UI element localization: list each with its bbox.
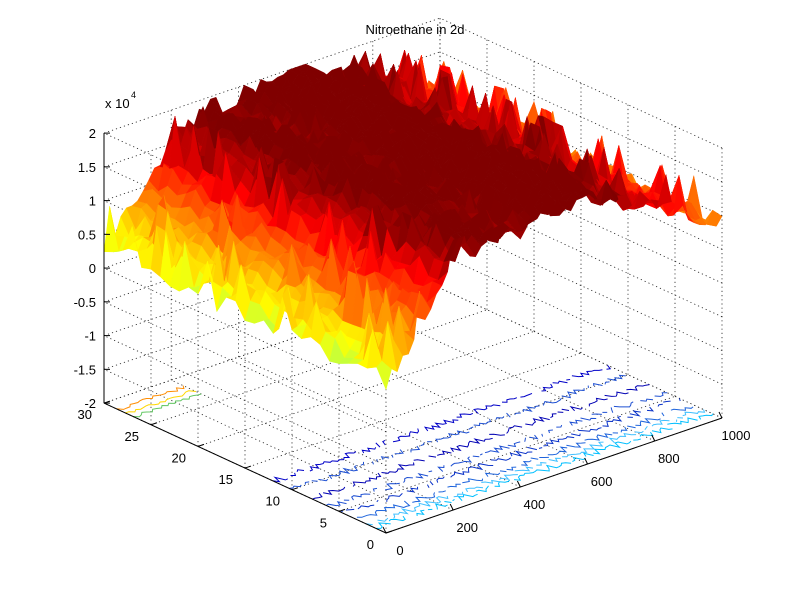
grid-line — [238, 356, 521, 488]
x-tick-labels: 0 200 400 600 800 1000 — [382, 411, 751, 558]
x-tick-label: 800 — [658, 451, 680, 466]
y-tick — [150, 422, 158, 426]
y-tick-labels: 0 5 10 15 20 25 30 — [78, 400, 393, 552]
grid-line — [338, 395, 676, 512]
y-tick — [197, 443, 205, 447]
grid-line — [244, 352, 582, 469]
z-tick-label: -0.5 — [74, 295, 96, 310]
floor-contour-line — [376, 413, 714, 529]
z-multiplier-exponent: 4 — [131, 90, 136, 100]
grid-line — [103, 287, 441, 404]
x-tick — [516, 480, 521, 488]
z-tick-labels: -2 -1.5 -1 -0.5 0 0.5 1 1.5 2 — [74, 126, 110, 411]
z-tick-label: -1.5 — [74, 362, 96, 377]
y-tick-label: 25 — [125, 429, 139, 444]
grid-line — [197, 331, 535, 447]
x-tick — [382, 526, 387, 534]
y-tick-label: 30 — [78, 407, 92, 422]
floor-contour-layer — [116, 364, 714, 529]
x-tick-label: 200 — [456, 520, 478, 535]
y-tick-label: 5 — [320, 515, 327, 530]
z-tick-label: -1 — [84, 329, 96, 344]
grid-line — [291, 374, 629, 491]
floor-contour-line — [125, 390, 197, 414]
floor-contour-line — [116, 385, 185, 410]
floor-contour-line — [325, 392, 668, 507]
x-tick — [449, 503, 454, 511]
floor-contour-line — [365, 409, 706, 526]
y-tick — [338, 508, 346, 512]
x-tick — [651, 434, 656, 442]
x-tick-label: 1000 — [722, 428, 751, 443]
grid-line — [171, 379, 454, 511]
x-tick-label: 0 — [396, 543, 403, 558]
floor-contour-line — [133, 393, 202, 418]
z-tick-label: 2 — [89, 126, 96, 141]
y-tick — [244, 465, 252, 469]
x-tick — [718, 411, 723, 419]
surface-patch — [673, 175, 689, 220]
y-tick-label: 15 — [219, 472, 233, 487]
x-tick-label: 400 — [524, 497, 546, 512]
y-tick-label: 10 — [266, 494, 280, 509]
x-tick-label: 600 — [591, 474, 613, 489]
floor-contour-line — [272, 364, 612, 483]
y-tick — [103, 400, 111, 404]
surface-layer — [103, 49, 723, 391]
x-tick — [584, 457, 589, 465]
surface-patch — [103, 206, 120, 253]
floor-contour-line — [289, 374, 626, 489]
floor-contour-line — [312, 384, 650, 500]
z-tick-label: 0 — [89, 261, 96, 276]
y-tick — [291, 487, 299, 491]
z-tick-label: 1 — [89, 194, 96, 209]
z-tick-label: 0.5 — [78, 227, 96, 242]
y-tick-label: 0 — [367, 537, 374, 552]
z-multiplier-label: x 10 — [105, 96, 130, 111]
x-axis-line — [385, 417, 723, 534]
floor-contour-line — [340, 398, 681, 513]
grid-line — [103, 17, 441, 134]
z-tick-label: -2 — [84, 396, 96, 411]
z-tick-label: 1.5 — [78, 160, 96, 175]
surface-patch — [706, 209, 723, 227]
grid-line — [150, 309, 488, 426]
chart-title: Nitroethane in 2d — [365, 22, 464, 37]
y-tick-label: 20 — [172, 450, 186, 465]
y-tick — [385, 530, 393, 534]
